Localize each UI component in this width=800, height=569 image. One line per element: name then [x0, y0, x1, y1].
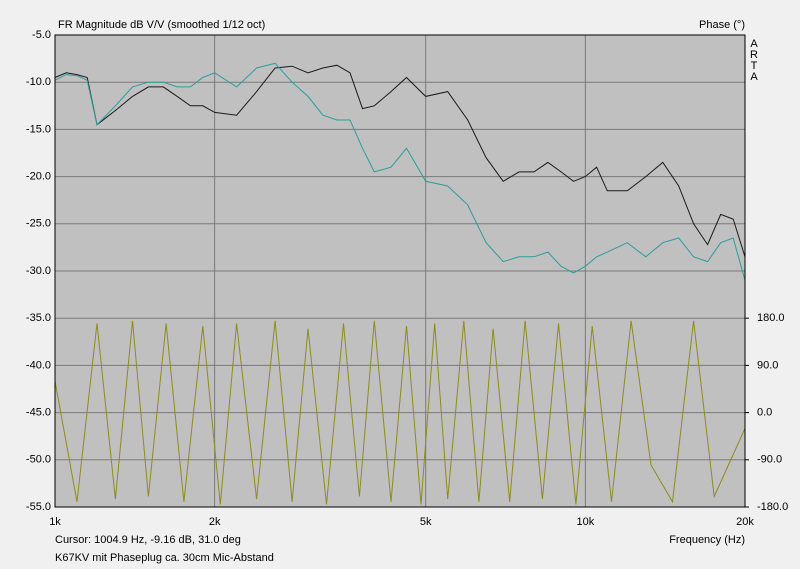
x-tick-label: 5k: [420, 516, 432, 528]
y2-tick-label: 0.0: [757, 407, 772, 419]
y-tick-label: -5.0: [32, 29, 51, 41]
y-tick-label: -20.0: [26, 171, 51, 183]
y-tick-label: -40.0: [26, 359, 51, 371]
y2-axis-title: Phase (°): [699, 19, 745, 31]
y-tick-label: -50.0: [26, 454, 51, 466]
brand: ARTA: [748, 38, 760, 82]
y2-tick-label: -90.0: [757, 454, 782, 466]
x-tick-label: 10k: [576, 516, 594, 528]
y-tick-label: -45.0: [26, 407, 51, 419]
x-tick-label: 1k: [49, 516, 61, 528]
caption: K67KV mit Phaseplug ca. 30cm Mic-Abstand: [55, 552, 274, 564]
x-axis-title: Frequency (Hz): [669, 534, 745, 546]
series-line: [54, 320, 746, 505]
y-tick-label: -25.0: [26, 218, 51, 230]
y-tick-label: -30.0: [26, 265, 51, 277]
cursor-readout: Cursor: 1004.9 Hz, -9.16 dB, 31.0 deg: [55, 534, 241, 546]
y2-tick-label: 180.0: [757, 312, 785, 324]
chart-title: FR Magnitude dB V/V (smoothed 1/12 oct): [58, 19, 265, 31]
series-line: [54, 64, 746, 257]
series-line: [54, 62, 746, 281]
x-tick-label: 20k: [736, 516, 754, 528]
y2-tick-label: -180.0: [757, 501, 788, 513]
y2-tick-label: 90.0: [757, 359, 778, 371]
y-tick-label: -35.0: [26, 312, 51, 324]
y-tick-label: -15.0: [26, 123, 51, 135]
x-tick-label: 2k: [209, 516, 221, 528]
plot-border: [54, 34, 746, 508]
y-tick-label: -10.0: [26, 76, 51, 88]
y-tick-label: -55.0: [26, 501, 51, 513]
